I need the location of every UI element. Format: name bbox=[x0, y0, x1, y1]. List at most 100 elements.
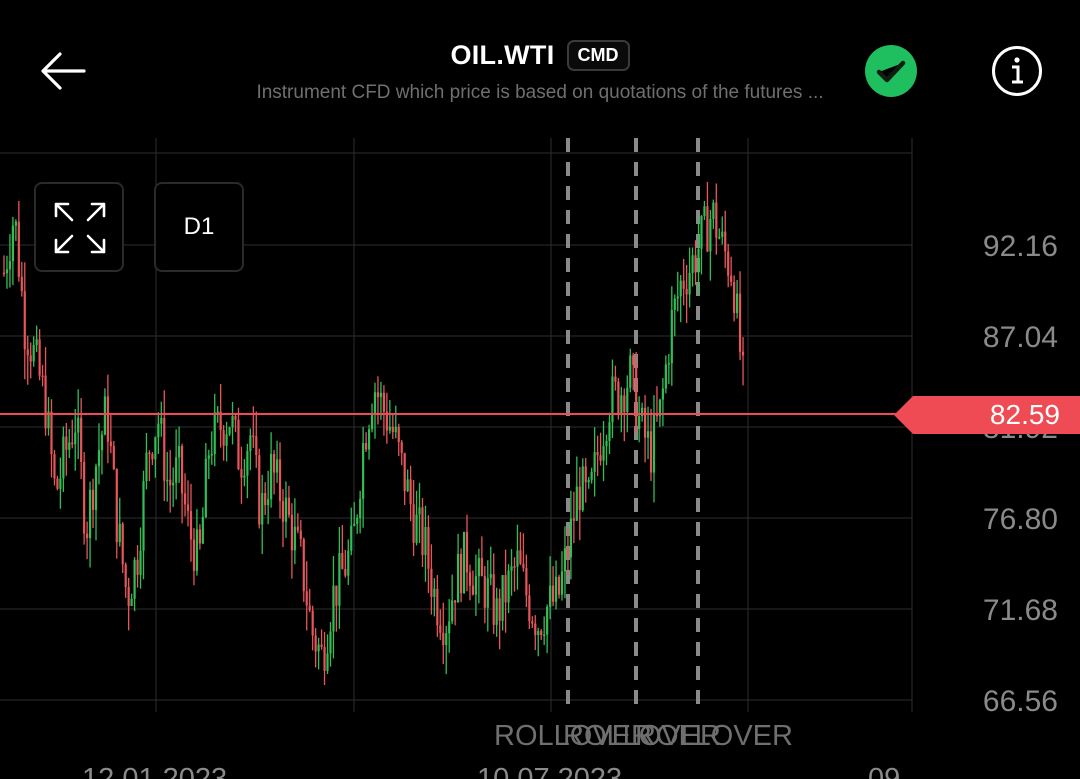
candle-body bbox=[495, 598, 498, 625]
back-arrow-icon[interactable] bbox=[38, 48, 88, 94]
candle-body bbox=[658, 399, 662, 417]
candle-body bbox=[151, 454, 154, 460]
candle-body bbox=[721, 231, 724, 237]
candle-body bbox=[593, 452, 596, 472]
candle-body bbox=[109, 441, 112, 447]
candle-body bbox=[11, 225, 15, 262]
candle-body bbox=[397, 426, 400, 443]
candle-body bbox=[326, 653, 329, 671]
candle-body bbox=[735, 293, 739, 314]
candle-body bbox=[8, 261, 12, 270]
expand-chart-button[interactable] bbox=[34, 182, 124, 272]
candle-body bbox=[667, 363, 670, 365]
candle-body bbox=[436, 588, 439, 626]
candle-body bbox=[50, 411, 53, 455]
candle-body bbox=[626, 387, 629, 413]
candle-body bbox=[370, 413, 374, 430]
candle-body bbox=[160, 417, 163, 424]
candle-body bbox=[136, 559, 139, 575]
candle-body bbox=[204, 458, 207, 518]
timeframe-button[interactable]: D1 bbox=[154, 182, 244, 272]
candle-body bbox=[691, 255, 694, 273]
candle-body bbox=[403, 452, 406, 492]
candle-body bbox=[270, 453, 273, 500]
candle-body bbox=[222, 430, 225, 446]
candle-body bbox=[299, 530, 302, 540]
candle-body bbox=[65, 436, 68, 450]
candle-body bbox=[442, 632, 445, 645]
candle-body bbox=[457, 553, 460, 603]
candle-body bbox=[563, 548, 567, 572]
candle-body bbox=[534, 623, 537, 636]
check-circle-icon[interactable] bbox=[865, 45, 917, 97]
candle-body bbox=[359, 498, 362, 519]
instrument-title: OIL.WTI bbox=[450, 40, 555, 70]
candle-body bbox=[41, 375, 44, 378]
candle-body bbox=[148, 452, 151, 455]
candle-body bbox=[569, 518, 572, 558]
candle-body bbox=[258, 455, 261, 525]
candle-body bbox=[581, 466, 584, 511]
candle-body bbox=[507, 570, 510, 603]
candle-body bbox=[554, 576, 558, 602]
candle-body bbox=[415, 514, 418, 543]
y-tick-label: 71.68 bbox=[983, 594, 1058, 627]
candle-body bbox=[35, 339, 38, 346]
candle-body bbox=[525, 568, 528, 596]
candle-body bbox=[264, 493, 267, 506]
candle-body bbox=[480, 558, 483, 577]
candle-body bbox=[47, 411, 50, 429]
instrument-description[interactable]: Instrument CFD which price is based on q… bbox=[256, 82, 824, 103]
candle-body bbox=[528, 595, 531, 622]
candle-body bbox=[74, 432, 77, 445]
candle-body bbox=[379, 392, 383, 398]
rollover-label: ROLLOVER bbox=[563, 720, 721, 752]
candle-body bbox=[356, 518, 359, 524]
candle-body bbox=[338, 553, 341, 606]
x-axis: 12.01.2023 10.07.2023 09 bbox=[82, 763, 900, 779]
candle-body bbox=[261, 493, 264, 525]
candle-body bbox=[641, 407, 644, 416]
rollover-label: ROLLOVER bbox=[635, 720, 793, 752]
candle-body bbox=[587, 479, 590, 483]
candle-body bbox=[68, 442, 71, 450]
candle-body bbox=[400, 442, 403, 453]
candle-body bbox=[2, 272, 6, 275]
candle-body bbox=[424, 527, 427, 556]
candle-body bbox=[130, 598, 133, 607]
candle-body bbox=[127, 586, 130, 607]
candle-body bbox=[643, 407, 647, 438]
candle-body bbox=[433, 588, 436, 597]
candle-body bbox=[391, 426, 394, 433]
candle-body bbox=[38, 339, 41, 376]
candle-body bbox=[323, 646, 326, 671]
candle-body bbox=[602, 446, 605, 461]
candle-body bbox=[522, 563, 525, 569]
y-tick-label: 76.80 bbox=[983, 503, 1058, 536]
candle-body bbox=[195, 529, 199, 571]
candle-body bbox=[83, 461, 86, 534]
candle-body bbox=[513, 566, 516, 568]
candle-body bbox=[77, 417, 80, 433]
candle-body bbox=[709, 219, 712, 252]
candle-body bbox=[584, 466, 587, 483]
candle-body bbox=[103, 396, 107, 435]
candle-body bbox=[180, 446, 184, 494]
candle-body bbox=[486, 578, 489, 608]
candle-body bbox=[685, 288, 688, 295]
candle-body bbox=[172, 482, 175, 486]
candle-body bbox=[329, 631, 332, 654]
candle-body bbox=[459, 553, 463, 594]
candle-body bbox=[234, 416, 237, 420]
candle-body bbox=[638, 415, 641, 430]
candle-body bbox=[489, 574, 492, 579]
candle-body bbox=[350, 525, 353, 551]
candle-body bbox=[700, 216, 703, 249]
candle-body bbox=[697, 248, 700, 273]
info-icon[interactable] bbox=[991, 45, 1043, 97]
candle-body bbox=[394, 426, 397, 433]
candle-body bbox=[670, 309, 673, 364]
candle-body bbox=[112, 446, 115, 469]
